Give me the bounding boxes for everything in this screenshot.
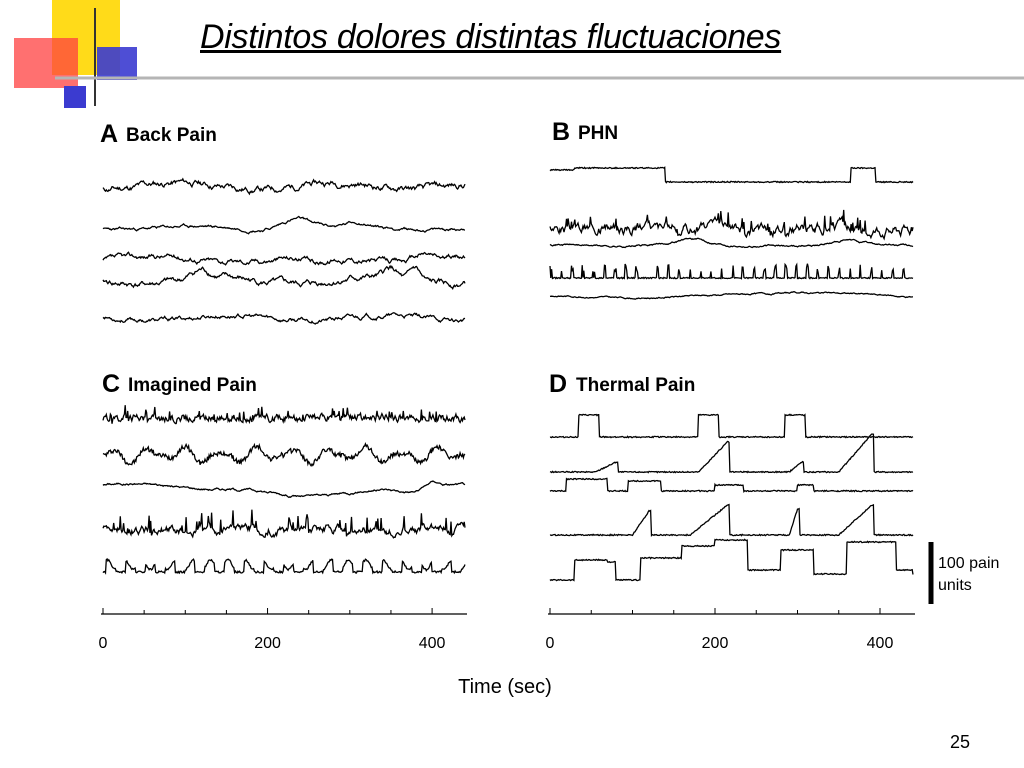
series-line-3 <box>549 477 914 493</box>
panel-letter: D <box>549 370 567 398</box>
slide-title: Distintos dolores distintas fluctuacione… <box>200 18 782 56</box>
x-axis-title: Time (sec) <box>458 676 552 698</box>
series-line-2 <box>549 433 914 474</box>
panel-title: Thermal Pain <box>576 375 695 396</box>
series-line-1 <box>549 166 914 184</box>
series-line-4 <box>549 503 914 538</box>
deco-blue-square-large <box>97 47 137 80</box>
series-line-2 <box>102 215 465 235</box>
series-line-5 <box>102 557 466 575</box>
series-line-4 <box>549 262 914 280</box>
series-line-2 <box>549 209 914 241</box>
panel-title: PHN <box>578 123 618 144</box>
panel-title: Imagined Pain <box>128 375 257 396</box>
panel-letter: C <box>102 370 120 398</box>
scale-bar-label-line2: units <box>938 577 972 594</box>
series-line-4 <box>102 264 466 291</box>
x-tick-label: 400 <box>419 635 446 652</box>
scale-bar-label-line1: 100 pain <box>938 555 999 572</box>
series-line-3 <box>549 237 914 249</box>
x-tick-label: 0 <box>546 635 555 652</box>
series-line-5 <box>549 291 913 300</box>
series-line-1 <box>102 177 466 196</box>
x-tick-label: 200 <box>702 635 729 652</box>
deco-blue-square-small <box>64 86 86 108</box>
panel-c: C Imagined Pain 0 200 400 <box>99 370 467 652</box>
series-line-3 <box>102 480 466 499</box>
series-line-5 <box>102 312 466 325</box>
slide-corner-decoration <box>14 0 1024 108</box>
panel-title: Back Pain <box>126 125 217 146</box>
series-line-2 <box>102 441 466 468</box>
x-tick-label: 200 <box>254 635 281 652</box>
panel-letter: B <box>552 118 570 146</box>
series-line-1 <box>549 413 914 439</box>
series-line-5 <box>549 538 914 582</box>
scale-bar: 100 pain units <box>928 542 999 604</box>
x-tick-label: 400 <box>867 635 894 652</box>
series-line-4 <box>102 509 466 539</box>
panel-a: A Back Pain <box>100 120 466 325</box>
x-tick-label: 0 <box>99 635 108 652</box>
slide-number: 25 <box>949 732 970 752</box>
panel-letter: A <box>100 120 118 148</box>
series-line-1 <box>102 405 466 425</box>
series-line-3 <box>102 251 466 266</box>
panel-d: D Thermal Pain 0 200 400 <box>546 370 915 652</box>
panel-b: B PHN <box>549 118 914 300</box>
deco-red-square <box>14 38 78 88</box>
